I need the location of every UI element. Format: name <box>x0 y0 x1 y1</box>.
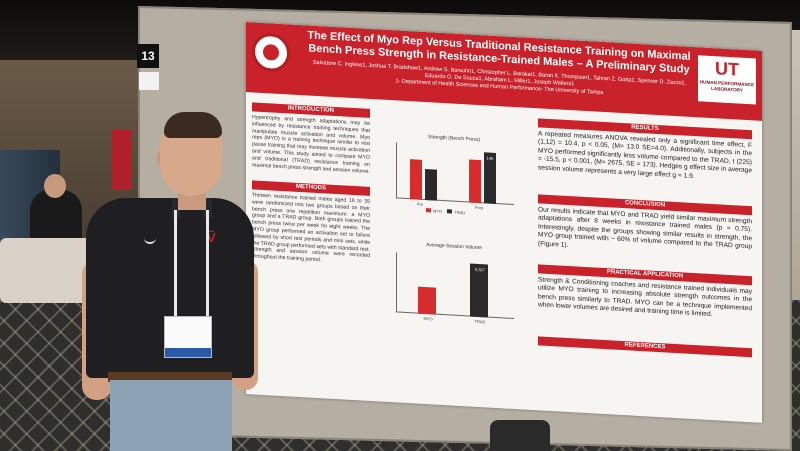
volume-category-label: MYO <box>423 315 433 322</box>
chart2-y-axis <box>396 252 397 313</box>
strength-bar-myo-pre <box>410 159 422 200</box>
red-banner <box>112 130 132 190</box>
board-number: 13 <box>137 44 159 68</box>
lanyard-strap-right <box>206 210 209 320</box>
brand-swoosh-icon <box>144 238 156 244</box>
volume-chart: MYO 5,327 TRAD <box>396 252 514 324</box>
strength-chart: Pre 146 Post <box>396 142 514 210</box>
strength-bar-trad-pre <box>425 168 437 201</box>
lab-logo-text: HUMAN PERFORMANCE LABORATORY <box>699 79 755 93</box>
lab-logo: UT HUMAN PERFORMANCE LABORATORY <box>698 55 756 105</box>
section-references: REFERENCES <box>538 336 752 358</box>
strength-bar-myo-post <box>469 159 481 204</box>
board-tag <box>139 72 159 90</box>
results-text: A repeated measures ANOVA revealed only … <box>538 130 752 180</box>
legend-trad: TRAD <box>454 209 466 216</box>
intro-text: Hypertrophy and strength adaptations may… <box>252 114 370 175</box>
lab-logo-mark: UT <box>715 58 739 80</box>
legend-swatch-myo <box>426 208 431 213</box>
shirt-collar <box>172 198 212 218</box>
name-badge <box>164 316 212 358</box>
strength-category-label: Post <box>474 204 483 211</box>
presenter-hair <box>164 112 222 138</box>
badge-band <box>165 348 211 357</box>
legend-myo: MYO <box>433 208 443 214</box>
other-attendee-feet <box>490 420 550 451</box>
chart2-title: Average Session Volume <box>426 242 482 252</box>
volume-category-label: TRAD <box>474 318 486 325</box>
chart2-x-axis <box>396 311 514 319</box>
research-poster: The Effect of Myo Rep Versus Traditional… <box>246 22 762 423</box>
volume-bar-myo <box>418 286 436 315</box>
presenter: Ṽ <box>82 110 262 451</box>
lounge-sofa <box>0 238 95 303</box>
presenter-belt <box>108 372 232 382</box>
volume-data-label: 5,327 <box>474 266 485 273</box>
conclusion-text: Our results indicate that MYO and TRAD y… <box>538 206 752 251</box>
strength-data-label: 146 <box>486 155 494 161</box>
seated-attendee-head <box>44 174 66 198</box>
presenter-pants <box>110 380 232 451</box>
legend-swatch-trad <box>447 209 453 214</box>
strength-category-label: Pre <box>416 201 424 207</box>
methods-text: Thirteen resistance trained males aged 1… <box>252 192 370 264</box>
lanyard-strap-left <box>174 210 177 320</box>
chart1-legend: MYO TRAD <box>422 208 465 215</box>
shirt-logo-icon: Ṽ <box>207 230 216 245</box>
seated-attendee <box>30 190 82 245</box>
practical-text: Strength & Conditioning coaches and resi… <box>538 276 752 319</box>
chart1-y-axis <box>396 142 397 199</box>
